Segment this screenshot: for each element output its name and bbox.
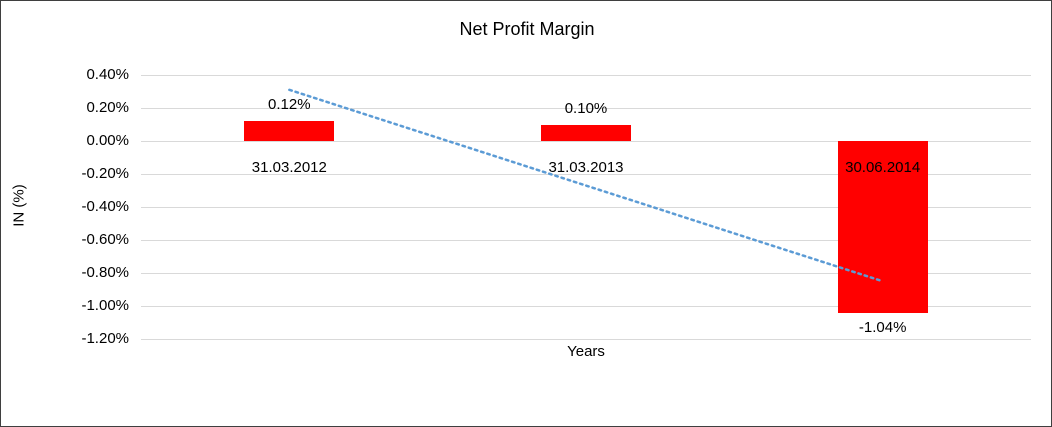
bar-31.03.2013 xyxy=(541,124,631,141)
y-axis-title: IN (%) xyxy=(10,184,28,227)
y-axis-tick-label: -0.60% xyxy=(81,231,129,248)
y-axis-tick-label: 0.00% xyxy=(86,132,129,149)
y-axis-tick-label: -1.00% xyxy=(81,297,129,314)
category-label: 31.03.2012 xyxy=(251,159,327,176)
bar-31.03.2012 xyxy=(244,121,335,141)
category-label: 31.03.2013 xyxy=(548,159,624,176)
bar-value-label: 0.12% xyxy=(268,96,311,114)
chart-title: Net Profit Margin xyxy=(459,19,595,39)
y-axis-tick-label: -1.20% xyxy=(81,330,129,347)
bar-value-label: 0.10% xyxy=(564,99,608,117)
y-axis-tick-label: -0.80% xyxy=(81,264,129,281)
bar-value-label: -1.04% xyxy=(858,318,907,336)
gridline xyxy=(141,338,1031,340)
y-axis-tick-label: 0.20% xyxy=(86,99,129,116)
gridline xyxy=(141,74,1031,76)
gridline xyxy=(141,305,1031,307)
y-axis-tick-label: 0.40% xyxy=(86,66,129,83)
y-axis-tick-label: -0.20% xyxy=(81,165,129,182)
category-label: 30.06.2014 xyxy=(845,159,921,176)
x-axis-title: Years xyxy=(567,343,605,360)
y-axis-tick-label: -0.40% xyxy=(81,198,129,215)
